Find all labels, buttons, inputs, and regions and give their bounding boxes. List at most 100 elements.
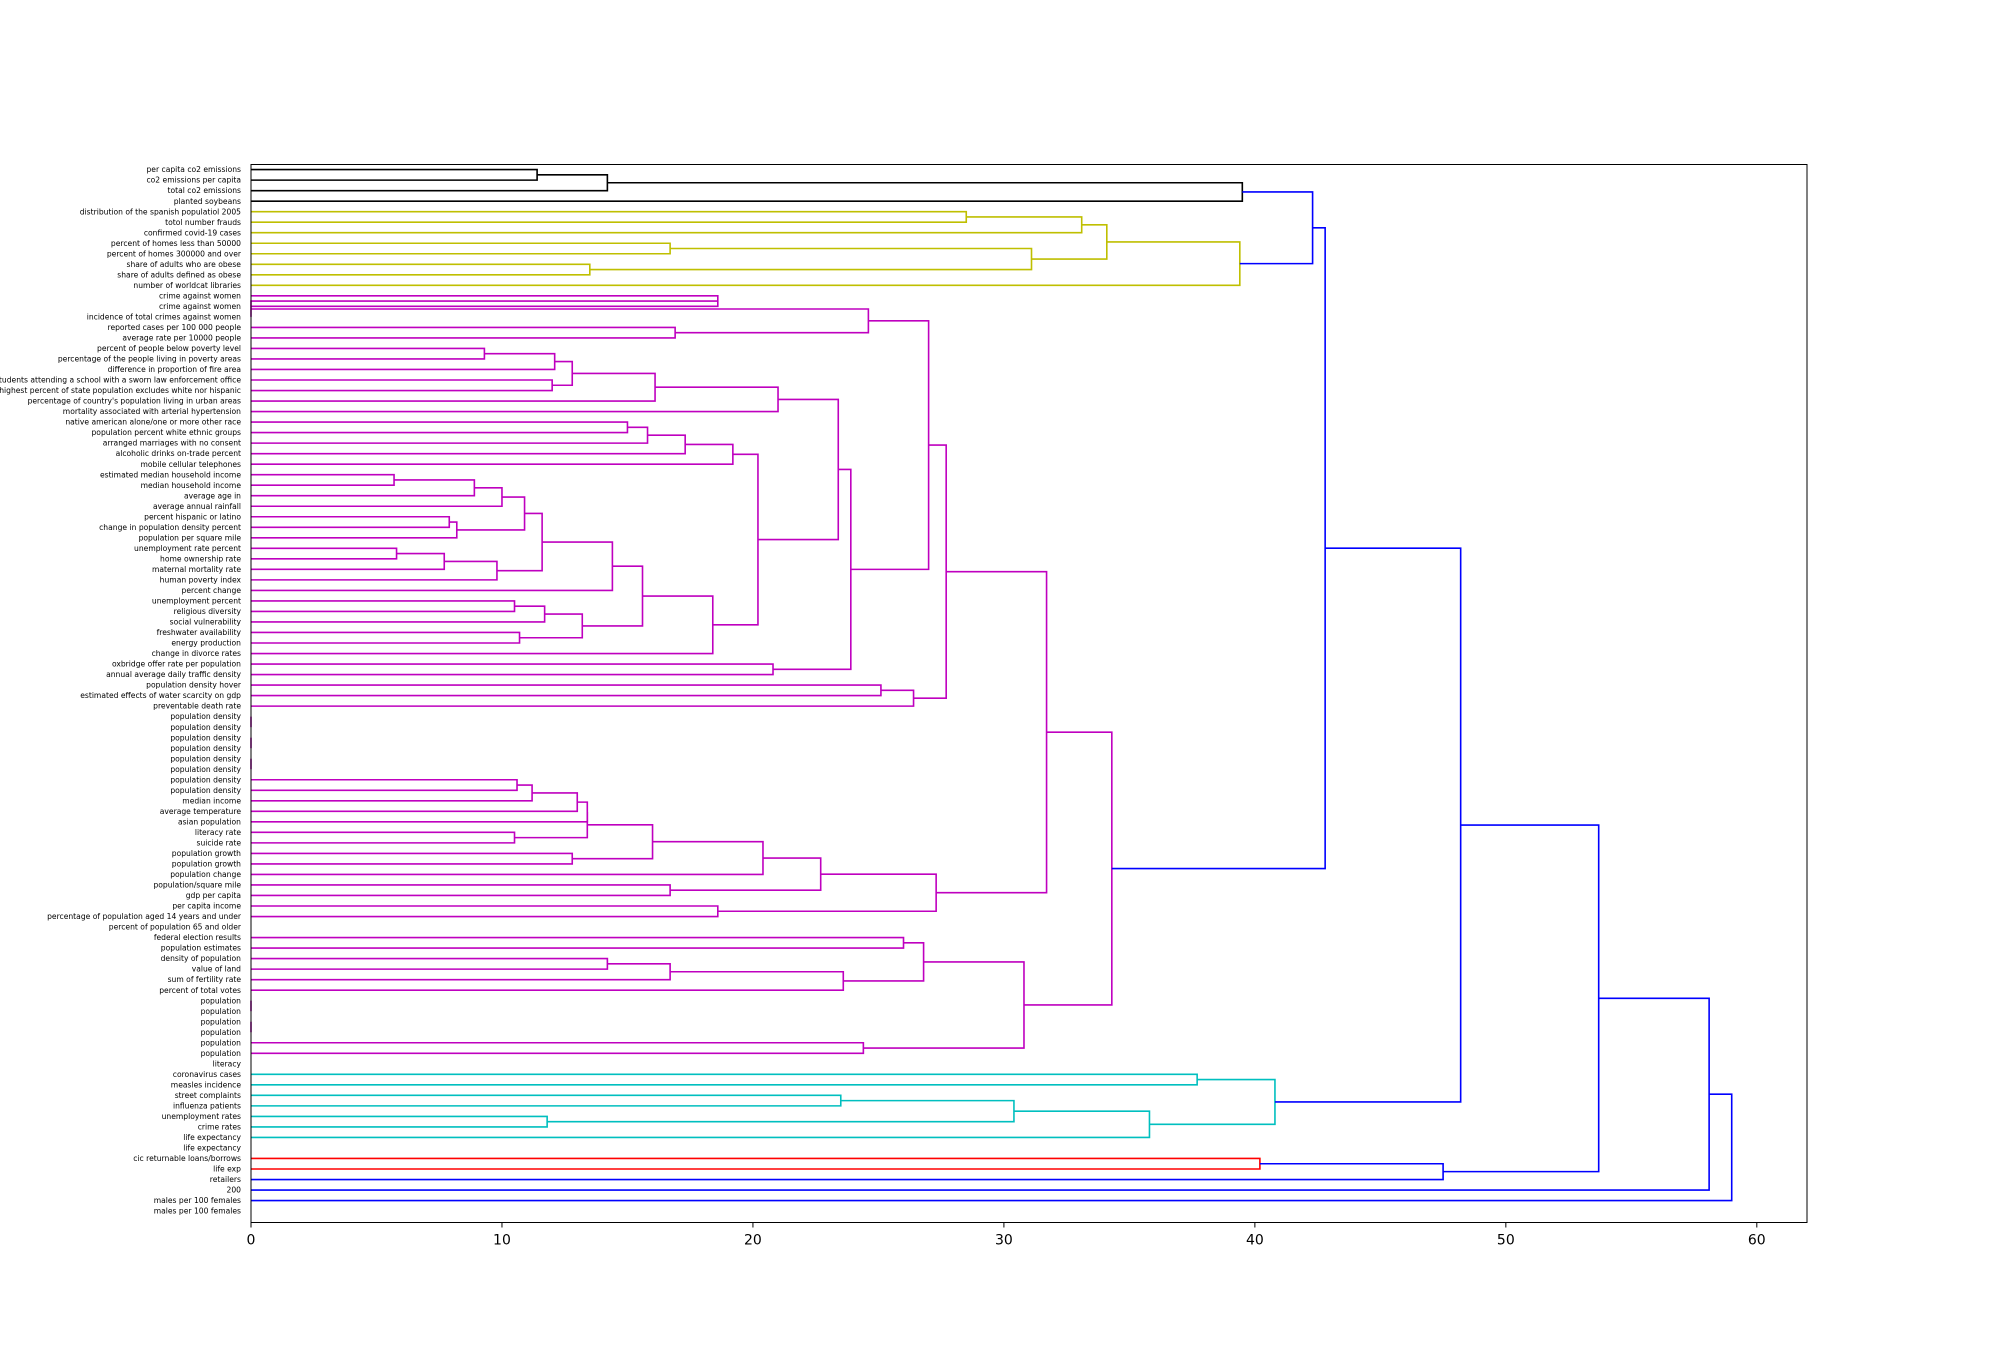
leaf-label: percentage of country's population livin…	[28, 397, 241, 406]
leaf-label: change in divorce rates	[152, 649, 241, 658]
link-61	[251, 840, 764, 876]
leaf-label: density of population	[161, 954, 242, 963]
dendrogram-links	[250, 168, 1733, 1202]
leaf-label: change in population density percent	[99, 523, 241, 532]
leaf-label: 200	[227, 1186, 242, 1195]
leaf-label: suicide rate	[197, 838, 242, 847]
leaf-label: cic returnable loans/borrows	[133, 1154, 241, 1163]
leaf-label: literacy rate	[195, 828, 241, 837]
leaf-label: average age in	[184, 491, 241, 500]
leaf-label: population density	[170, 723, 241, 732]
link-62	[251, 884, 671, 897]
link-9	[251, 241, 1241, 287]
leaf-label: retailers	[210, 1175, 241, 1184]
leaf-label: percent of population 65 and older	[109, 923, 242, 932]
link-39	[519, 613, 584, 639]
link-60	[572, 823, 654, 860]
leaf-label: population density	[170, 733, 241, 742]
x-tick-label: 30	[995, 1233, 1013, 1249]
leaf-label: religious diversity	[174, 607, 242, 616]
link-82	[251, 1110, 1151, 1139]
link-2	[251, 181, 1244, 202]
leaf-label: number of worldcat libraries	[133, 281, 241, 290]
leaf-label: influenza patients	[173, 1101, 241, 1110]
link-5	[251, 242, 671, 255]
leaf-label: alcoholic drinks on-trade percent	[116, 449, 241, 458]
leaf-label: percent of public school students attend…	[0, 376, 241, 385]
leaf-label: per capita co2 emissions	[146, 165, 241, 174]
link-17	[251, 379, 553, 392]
link-55	[251, 792, 579, 813]
leaf-label: population density	[170, 786, 241, 795]
leaf-label: population	[201, 996, 242, 1005]
leaf-label: percent of homes less than 50000	[111, 239, 241, 248]
link-59	[514, 811, 589, 839]
link-75	[863, 961, 1025, 1049]
leaf-label: population percent white ethnic groups	[91, 428, 241, 437]
leaf-label: percentage of the people living in pover…	[58, 355, 241, 364]
leaf-label: median household income	[141, 481, 242, 490]
leaf-label: population density	[170, 712, 241, 721]
leaf-label: life exp	[213, 1165, 241, 1174]
link-6	[251, 263, 591, 276]
link-19	[251, 372, 656, 402]
leaf-label: measles incidence	[171, 1080, 242, 1089]
link-23	[251, 434, 686, 455]
leaf-label: gdp per capita	[186, 891, 241, 900]
leaf-label: social vulnerability	[170, 618, 242, 627]
x-tick-label: 0	[247, 1233, 256, 1249]
link-20	[251, 386, 779, 413]
leaf-label: population density hover	[146, 681, 242, 690]
x-tick-label: 10	[493, 1233, 511, 1249]
leaf-label: population per square mile	[139, 533, 242, 542]
leaf-label: estimated effects of water scarcity on g…	[80, 691, 241, 700]
leaf-label: total co2 emissions	[168, 186, 242, 195]
leaf-label: percentage of population aged 14 years a…	[47, 912, 242, 921]
leaf-label: oxbridge offer rate per population	[112, 660, 241, 669]
link-79	[251, 1094, 842, 1107]
leaf-label: percent of homes 300000 and over	[107, 249, 242, 258]
link-12	[251, 326, 676, 339]
link-0	[251, 168, 538, 181]
leaf-labels: per capita co2 emissions co2 emissions pe…	[0, 165, 242, 1215]
leaf-label: percent change	[182, 586, 242, 595]
link-36	[251, 600, 516, 613]
leaf-label: native american alone/one or more other …	[65, 418, 241, 427]
leaf-label: average rate per 10000 people	[122, 334, 241, 343]
leaf-label: population change	[170, 870, 241, 879]
link-32	[251, 552, 446, 571]
leaf-label: population density	[170, 744, 241, 753]
leaf-label: freshwater availability	[157, 628, 242, 637]
leaf-label: population	[201, 1028, 242, 1037]
link-22	[251, 426, 649, 444]
leaf-label: co2 emissions per capita	[146, 176, 241, 185]
link-74	[251, 1041, 865, 1055]
link-81	[547, 1099, 1015, 1123]
leaf-label: population	[201, 1017, 242, 1026]
leaf-label: energy production	[171, 639, 241, 648]
leaf-label: life expectancy	[183, 1133, 241, 1142]
leaf-label: average annual rainfall	[153, 502, 241, 511]
leaf-label: population density	[170, 775, 241, 784]
leaf-label: mortality associated with arterial hyper…	[63, 407, 241, 416]
leaf-label: human poverty index	[160, 575, 242, 584]
leaf-label: value of land	[192, 965, 241, 974]
leaf-label: population density	[170, 765, 241, 774]
leaf-label: literacy	[213, 1059, 242, 1068]
leaf-label: home ownership rate	[160, 554, 241, 563]
leaf-label: percent of people below poverty level	[97, 344, 241, 353]
link-89	[251, 1093, 1733, 1202]
link-38	[251, 631, 521, 644]
leaf-label: percent hispanic or latino	[144, 512, 241, 521]
leaf-label: population	[201, 1038, 242, 1047]
leaf-label: maternal mortality rate	[152, 565, 241, 574]
link-10	[1239, 191, 1314, 265]
leaf-label: coronavirus cases	[173, 1070, 241, 1079]
link-56	[251, 831, 516, 844]
leaf-label: share of adults defined as obese	[117, 270, 241, 279]
link-68	[251, 957, 609, 970]
leaf-label: asian population	[178, 817, 241, 826]
leaf-label: estimated median household income	[100, 470, 241, 479]
leaf-label: federal election results	[154, 933, 241, 942]
